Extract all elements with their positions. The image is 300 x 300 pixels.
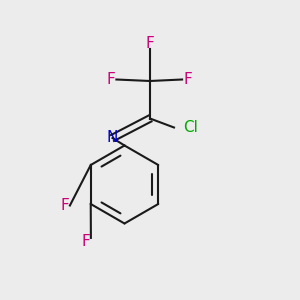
Text: F: F bbox=[81, 234, 90, 249]
Text: F: F bbox=[183, 72, 192, 87]
Text: N: N bbox=[107, 130, 118, 146]
Text: F: F bbox=[60, 198, 69, 213]
Text: Cl: Cl bbox=[183, 120, 198, 135]
Text: F: F bbox=[146, 36, 154, 51]
Text: F: F bbox=[106, 72, 116, 87]
